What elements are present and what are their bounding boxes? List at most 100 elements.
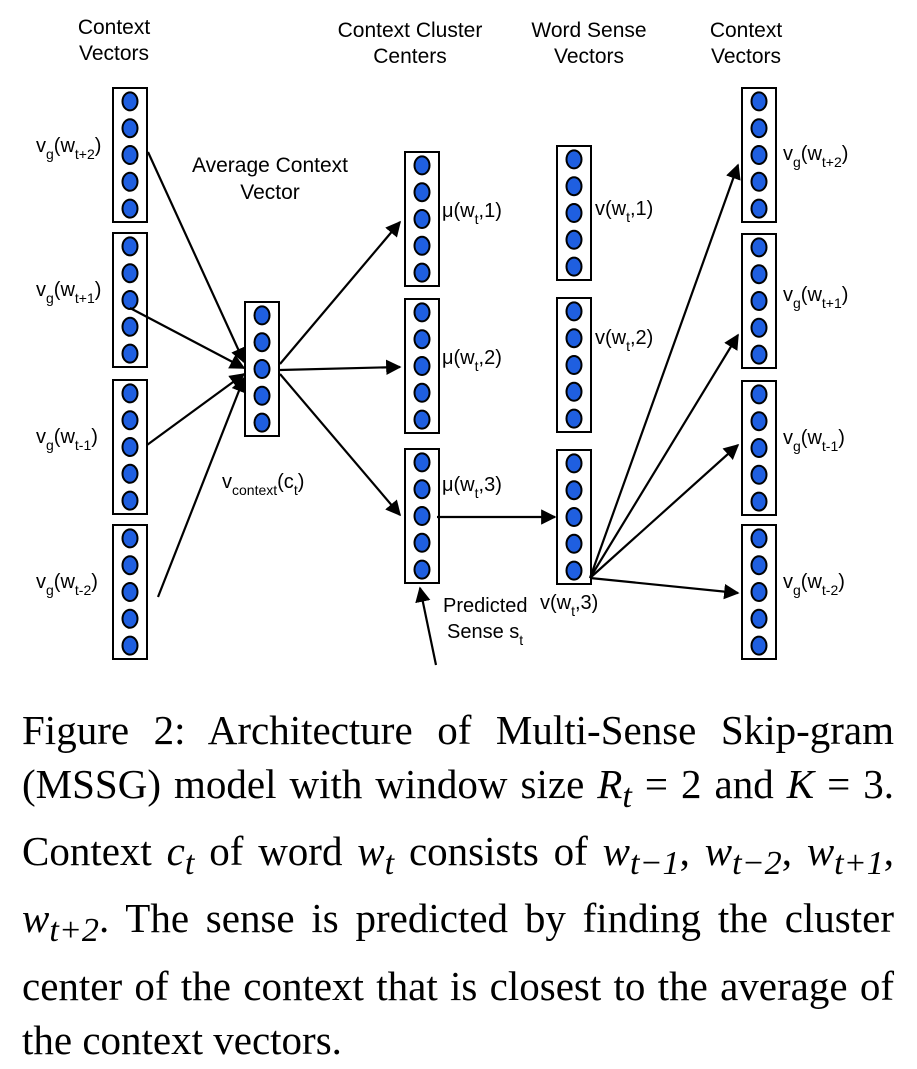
vector-node [121, 343, 139, 364]
vector-node [565, 229, 583, 250]
vector-node [121, 91, 139, 112]
arrow-sense3-to-right-1 [588, 163, 741, 579]
vector-node [750, 145, 768, 165]
vector-node [750, 198, 768, 219]
vector-node [121, 198, 139, 219]
header-word-sense: Word Sense Vectors [531, 19, 646, 68]
vector-node [750, 291, 768, 311]
vector-node [121, 316, 139, 337]
label-right-tp1: vg(wt+1) [783, 284, 848, 311]
vector-node [565, 176, 583, 197]
svg-text:Centers: Centers [373, 45, 447, 68]
vector-node [565, 480, 583, 501]
vector-node [565, 453, 583, 474]
arrow-left-1-to-avg [146, 151, 246, 364]
vector-node [253, 332, 271, 353]
vector-node [565, 560, 583, 581]
svg-text:Predicted: Predicted [443, 595, 528, 617]
vector-node [565, 328, 583, 349]
vector-node [121, 555, 139, 576]
label-sense-3: v(wt,3) [540, 592, 598, 619]
vector-node [750, 438, 768, 458]
vector-node [750, 344, 768, 365]
vector-node [121, 437, 139, 457]
vector-node [413, 559, 431, 580]
vector-node [121, 145, 139, 165]
vector-node [413, 329, 431, 350]
vector-node [121, 118, 139, 139]
vector-node [121, 383, 139, 404]
arrow-left-3-to-avg [146, 373, 246, 446]
vector-node [565, 203, 583, 223]
label-mu-2: μ(wt,2) [442, 347, 502, 374]
vector-node [413, 506, 431, 526]
cluster-center-2 [404, 298, 440, 434]
vector-node [750, 555, 768, 576]
vector-node [565, 256, 583, 277]
vector-node [121, 608, 139, 629]
arrow-avg-to-mu3 [279, 373, 401, 517]
svg-text:Context: Context [710, 19, 783, 42]
header-cluster-centers: Context Cluster Centers [338, 19, 483, 68]
vector-node [565, 381, 583, 402]
vector-node [413, 209, 431, 229]
vector-node [750, 491, 768, 512]
svg-text:Context: Context [78, 16, 151, 39]
vector-columns [112, 87, 777, 660]
vector-node [121, 171, 139, 192]
vector-node [413, 356, 431, 376]
label-right-tm1: vg(wt-1) [783, 427, 845, 454]
svg-text:Context Cluster: Context Cluster [338, 19, 483, 42]
svg-text:Vectors: Vectors [711, 45, 781, 68]
vector-node [413, 532, 431, 553]
cluster-center-1 [404, 151, 440, 287]
vector-node [750, 317, 768, 338]
vector-node [750, 528, 768, 549]
arrow-predicted-sense [415, 586, 438, 666]
svg-text:Sense st: Sense st [447, 621, 523, 648]
vector-node [565, 355, 583, 375]
vector-node [750, 171, 768, 192]
vector-node [121, 263, 139, 284]
vector-node [413, 155, 431, 176]
sense-vector-1 [556, 145, 592, 281]
vector-node [121, 635, 139, 656]
vector-node [413, 382, 431, 403]
label-right-tm2: vg(wt-2) [783, 571, 845, 598]
arrow-avg-to-mu1 [279, 220, 401, 365]
vector-node [413, 262, 431, 283]
vector-node [750, 582, 768, 602]
arrow-sense3-to-right-4 [589, 576, 740, 600]
mssg-architecture-diagram: Context Vectors Context Cluster Centers … [36, 16, 848, 666]
vector-node [121, 582, 139, 602]
vector-node [121, 236, 139, 257]
vector-node [253, 385, 271, 406]
predicted-sense-label: Predicted Sense st [443, 595, 528, 648]
vector-node [413, 302, 431, 323]
context-vector-right-tm2 [741, 524, 777, 660]
vector-node [121, 490, 139, 511]
context-vector-right-tm1 [741, 380, 777, 516]
svg-text:Vector: Vector [240, 181, 300, 204]
vector-node [750, 237, 768, 258]
svg-text:Vectors: Vectors [79, 42, 149, 65]
cluster-center-labels: μ(wt,1) μ(wt,2) μ(wt,3) [442, 200, 502, 501]
average-context-vector [244, 301, 280, 437]
arrow-left-2-to-avg [129, 307, 246, 369]
label-right-tp2: vg(wt+2) [783, 143, 848, 170]
vector-node [413, 479, 431, 500]
vector-node [565, 149, 583, 170]
vector-node [565, 533, 583, 554]
label-context-vector: vcontext(ct) [222, 471, 304, 498]
svg-text:Vectors: Vectors [554, 45, 624, 68]
vector-node [413, 409, 431, 430]
context-vector-left-tp2 [112, 87, 148, 223]
header-average-context: Average Context Vector [192, 154, 348, 204]
context-vector-right-tp2 [741, 87, 777, 223]
context-vector-left-tm2 [112, 524, 148, 660]
context-vector-left-tp1 [112, 232, 148, 368]
cluster-center-3 [404, 448, 440, 584]
vector-node [413, 182, 431, 203]
vector-node [750, 464, 768, 485]
context-vector-right-tp1 [741, 233, 777, 369]
